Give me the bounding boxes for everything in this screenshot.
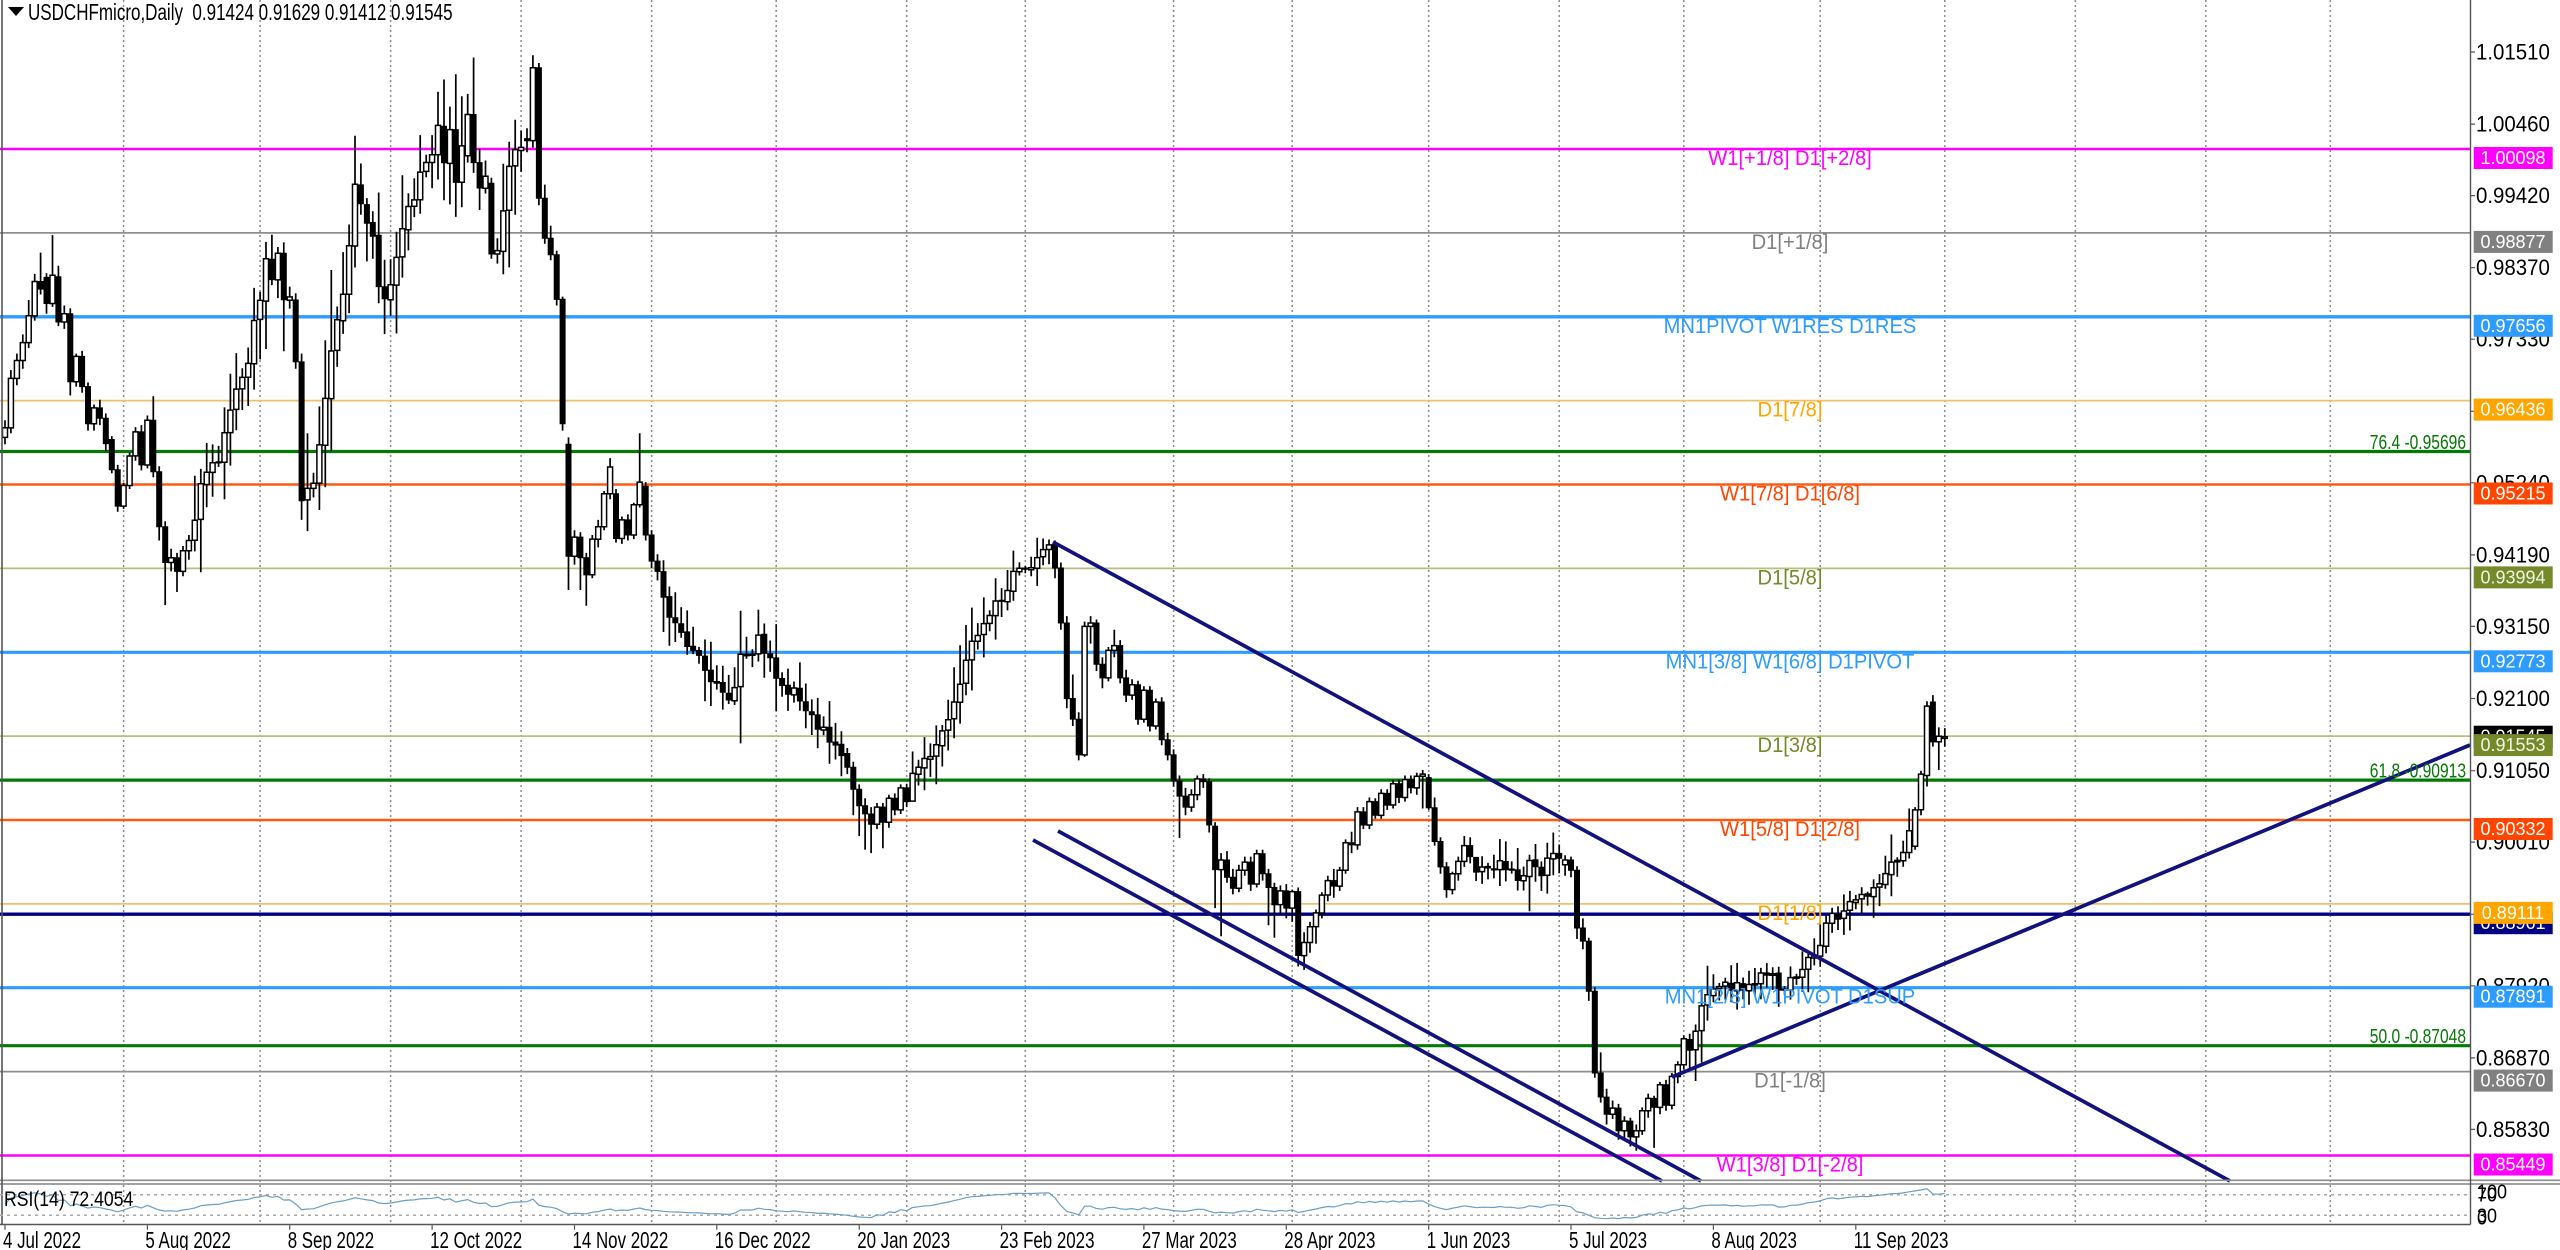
- svg-text:70: 70: [2477, 1185, 2497, 1207]
- svg-text:0.93994: 0.93994: [2480, 567, 2545, 587]
- svg-text:4 Jul 2022: 4 Jul 2022: [3, 1229, 81, 1250]
- svg-text:0.92773: 0.92773: [2480, 651, 2545, 671]
- svg-text:1 Jun 2023: 1 Jun 2023: [1427, 1229, 1511, 1250]
- svg-text:0: 0: [2477, 1207, 2487, 1229]
- svg-text:27 Mar 2023: 27 Mar 2023: [1142, 1229, 1237, 1250]
- svg-text:MN1PIVOT W1RES D1RES: MN1PIVOT W1RES D1RES: [1664, 314, 1917, 337]
- svg-text:16 Dec 2022: 16 Dec 2022: [715, 1229, 811, 1250]
- svg-text:28 Apr 2023: 28 Apr 2023: [1284, 1229, 1375, 1250]
- svg-text:MN1[2/8] W1PIVOT D1SUP: MN1[2/8] W1PIVOT D1SUP: [1665, 985, 1916, 1008]
- svg-text:23 Feb 2023: 23 Feb 2023: [1000, 1229, 1095, 1250]
- svg-text:8 Aug 2023: 8 Aug 2023: [1711, 1229, 1797, 1250]
- svg-text:76.4 -0.95696: 76.4 -0.95696: [2370, 431, 2466, 453]
- svg-text:0.91545: 0.91545: [2480, 727, 2545, 747]
- svg-text:1.00098: 1.00098: [2480, 148, 2545, 168]
- svg-text:61.8 -0.90913: 61.8 -0.90913: [2370, 760, 2466, 782]
- svg-text:0.93150: 0.93150: [2476, 614, 2550, 639]
- svg-text:D1[-1/8]: D1[-1/8]: [1754, 1069, 1826, 1092]
- svg-text:0.86870: 0.86870: [2476, 1046, 2550, 1071]
- svg-text:0.91553: 0.91553: [2480, 735, 2545, 755]
- svg-text:0.85449: 0.85449: [2480, 1155, 2545, 1175]
- svg-text:0.98370: 0.98370: [2476, 256, 2550, 281]
- svg-text:MN1[3/8] W1[6/8] D1PIVOT: MN1[3/8] W1[6/8] D1PIVOT: [1666, 650, 1915, 673]
- svg-text:5 Aug 2022: 5 Aug 2022: [145, 1229, 231, 1250]
- svg-text:0.95215: 0.95215: [2480, 484, 2545, 504]
- svg-text:11 Sep 2023: 11 Sep 2023: [1854, 1229, 1949, 1250]
- svg-text:0.96436: 0.96436: [2480, 400, 2545, 420]
- svg-text:W1[7/8] D1[6/8]: W1[7/8] D1[6/8]: [1720, 482, 1860, 505]
- svg-text:8 Sep 2022: 8 Sep 2022: [288, 1229, 374, 1250]
- svg-text:0.97656: 0.97656: [2480, 316, 2545, 336]
- svg-text:D1[+1/8]: D1[+1/8]: [1752, 231, 1829, 254]
- svg-text:D1[3/8]: D1[3/8]: [1758, 734, 1823, 757]
- svg-text:12 Oct 2022: 12 Oct 2022: [430, 1229, 522, 1250]
- svg-text:0.94190: 0.94190: [2476, 543, 2550, 568]
- svg-text:USDCHFmicro,Daily 0.91424 0.9: USDCHFmicro,Daily 0.91424 0.91629 0.9141…: [28, 1, 453, 26]
- svg-text:RSI(14) 72.4054: RSI(14) 72.4054: [4, 1188, 134, 1212]
- svg-text:0.90332: 0.90332: [2480, 819, 2545, 839]
- svg-text:0.92100: 0.92100: [2476, 686, 2550, 711]
- svg-text:20 Jan 2023: 20 Jan 2023: [857, 1229, 950, 1250]
- svg-text:1.00460: 1.00460: [2476, 112, 2550, 137]
- svg-text:W1[5/8] D1[2/8]: W1[5/8] D1[2/8]: [1720, 818, 1860, 841]
- svg-text:D1[5/8]: D1[5/8]: [1758, 566, 1823, 589]
- svg-text:W1[3/8] D1[-2/8]: W1[3/8] D1[-2/8]: [1717, 1153, 1864, 1176]
- svg-text:0.85830: 0.85830: [2476, 1117, 2550, 1142]
- svg-text:0.86670: 0.86670: [2480, 1071, 2545, 1091]
- svg-text:D1[7/8]: D1[7/8]: [1758, 398, 1823, 421]
- svg-text:0.87891: 0.87891: [2480, 987, 2545, 1007]
- svg-text:0.89111: 0.89111: [2482, 903, 2544, 923]
- svg-text:W1[+1/8] D1[+2/8]: W1[+1/8] D1[+2/8]: [1708, 147, 1872, 170]
- svg-text:0.91050: 0.91050: [2476, 759, 2550, 784]
- svg-text:0.98877: 0.98877: [2480, 232, 2545, 252]
- svg-text:100: 100: [2477, 1182, 2507, 1204]
- svg-text:0.99420: 0.99420: [2476, 183, 2550, 208]
- svg-text:5 Jul 2023: 5 Jul 2023: [1569, 1229, 1647, 1250]
- svg-text:1.01510: 1.01510: [2476, 40, 2550, 65]
- svg-text:30: 30: [2477, 1205, 2497, 1227]
- svg-text:D1[1/8]: D1[1/8]: [1758, 902, 1823, 925]
- svg-text:50.0 -0.87048: 50.0 -0.87048: [2370, 1025, 2466, 1047]
- svg-text:14 Nov 2022: 14 Nov 2022: [573, 1229, 669, 1250]
